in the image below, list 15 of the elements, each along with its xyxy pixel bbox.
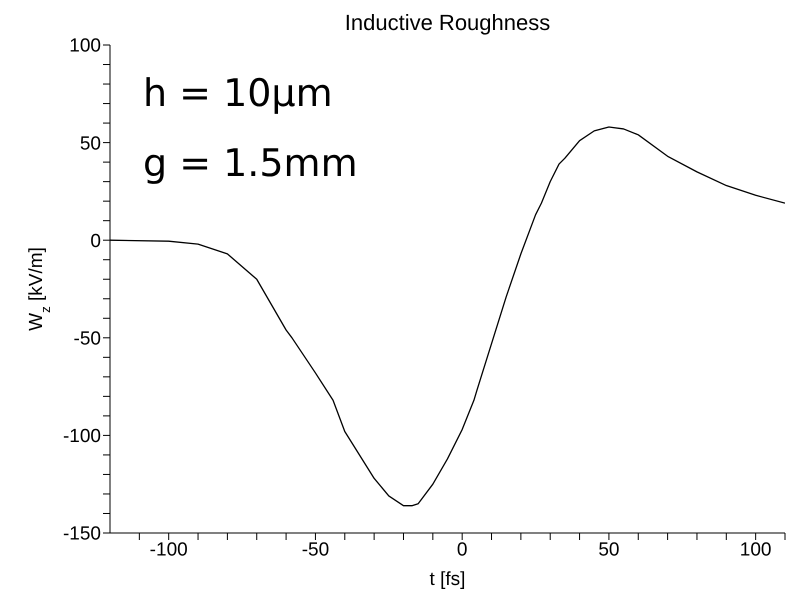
x-tick-label: 100 [740, 539, 772, 560]
x-tick-label: -50 [302, 539, 330, 560]
y-tick-label: -50 [74, 328, 101, 350]
chart-title: Inductive Roughness [344, 10, 550, 35]
x-axis-title: t [fs] [430, 569, 466, 590]
x-tick-label: 0 [456, 539, 468, 560]
x-tick-label: 50 [598, 539, 620, 560]
y-tick-label: 50 [80, 133, 101, 154]
y-tick-label: -100 [62, 426, 101, 448]
annotation: g = 1.5mm [143, 141, 358, 185]
annotation: h = 10µm [143, 71, 333, 115]
y-tick-label: -150 [62, 524, 101, 545]
y-tick-label: 100 [69, 36, 101, 57]
y-tick-label: 0 [90, 230, 101, 252]
x-tick-label: -100 [150, 539, 188, 560]
